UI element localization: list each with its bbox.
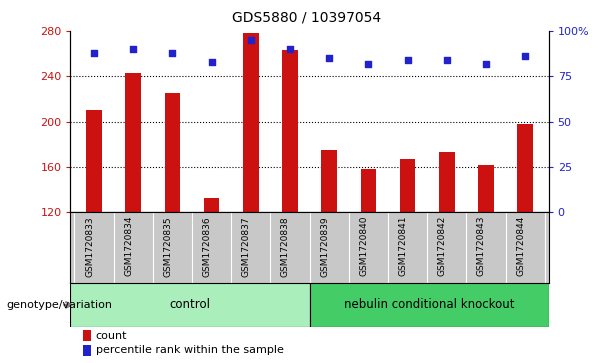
Text: GSM1720840: GSM1720840	[359, 216, 368, 276]
Bar	[86, 110, 102, 212]
Bar	[126, 73, 141, 212]
Bar	[282, 50, 298, 212]
Text: GSM1720834: GSM1720834	[124, 216, 133, 276]
Bar	[204, 197, 219, 212]
Bar	[83, 345, 91, 356]
Text: GSM1720841: GSM1720841	[398, 216, 408, 276]
Text: GSM1720842: GSM1720842	[438, 216, 447, 276]
Point	[89, 50, 99, 56]
Text: count: count	[96, 331, 128, 341]
Point	[167, 50, 177, 56]
Bar	[321, 150, 337, 212]
Bar	[478, 165, 493, 212]
Text: GSM1720833: GSM1720833	[85, 216, 94, 277]
Bar	[164, 93, 180, 212]
Point	[520, 53, 530, 59]
Text: GSM1720844: GSM1720844	[516, 216, 525, 276]
Text: GSM1720837: GSM1720837	[242, 216, 251, 277]
Point	[481, 61, 491, 66]
Text: GSM1720839: GSM1720839	[320, 216, 329, 277]
Text: GSM1720835: GSM1720835	[164, 216, 172, 277]
Text: control: control	[170, 298, 210, 311]
Point	[364, 61, 373, 66]
Point	[403, 57, 413, 63]
Point	[285, 46, 295, 52]
Point	[442, 57, 452, 63]
Point	[246, 37, 256, 43]
Text: GSM1720838: GSM1720838	[281, 216, 290, 277]
Point	[324, 55, 334, 61]
Bar	[310, 283, 549, 327]
Text: GSM1720836: GSM1720836	[202, 216, 211, 277]
Text: nebulin conditional knockout: nebulin conditional knockout	[344, 298, 514, 311]
Bar	[83, 330, 91, 341]
Point	[207, 59, 216, 65]
Text: percentile rank within the sample: percentile rank within the sample	[96, 345, 284, 355]
Text: GDS5880 / 10397054: GDS5880 / 10397054	[232, 11, 381, 25]
Bar	[70, 283, 310, 327]
Text: genotype/variation: genotype/variation	[6, 300, 112, 310]
Bar	[439, 152, 455, 212]
Bar	[243, 33, 259, 212]
Bar	[517, 124, 533, 212]
Text: GSM1720843: GSM1720843	[477, 216, 486, 276]
Bar	[400, 159, 416, 212]
Bar	[360, 169, 376, 212]
Point	[128, 46, 138, 52]
